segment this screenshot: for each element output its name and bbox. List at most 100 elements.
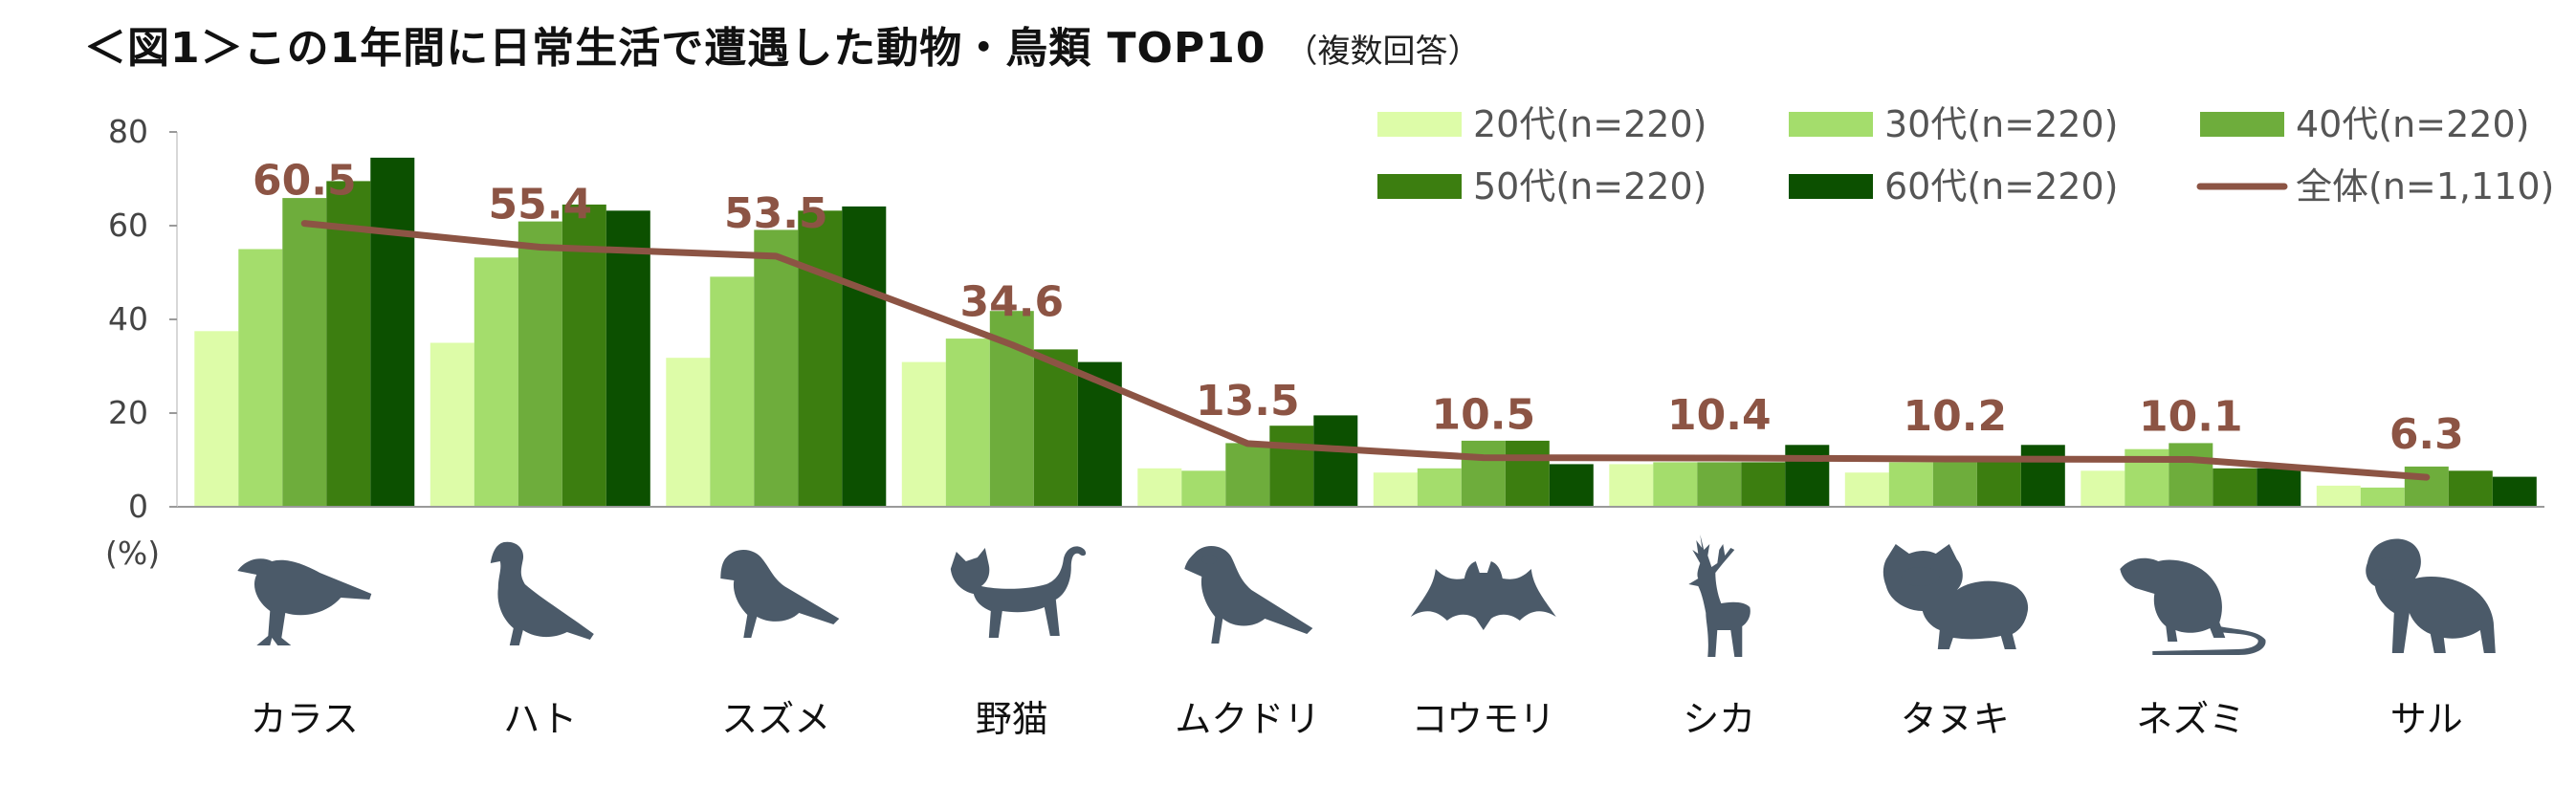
legend-label-4: 50代(n=220) (1473, 165, 1706, 207)
starling-icon (1184, 545, 1313, 644)
category-label-1: カラス (251, 698, 359, 740)
legend-swatch-2 (1789, 112, 1873, 137)
y-tick-label: 40 (108, 300, 148, 338)
legend-swatch-4 (1377, 174, 1462, 199)
bar-2-8 (1888, 462, 1933, 507)
bat-icon (1410, 561, 1556, 630)
crow-icon (237, 558, 372, 645)
bar-1-3 (666, 358, 711, 507)
bar-5-3 (842, 206, 887, 507)
bar-4-1 (326, 181, 371, 507)
chart-title-main: ＜図1＞この1年間に日常生活で遭遇した動物・鳥類 TOP10 (84, 24, 1266, 73)
data-label-total-4: 34.6 (960, 278, 1065, 327)
bar-5-1 (370, 157, 415, 507)
category-label-9: ネズミ (2136, 698, 2245, 740)
category-label-2: ハト (503, 698, 577, 740)
chart-title: ＜図1＞この1年間に日常生活で遭遇した動物・鳥類 TOP10 （複数回答） (84, 13, 1480, 90)
sparrow-icon (720, 549, 840, 638)
category-label-3: スズメ (721, 698, 830, 740)
bar-3-10 (2404, 466, 2449, 507)
chart-title-note: （複数回答） (1285, 33, 1481, 71)
legend-swatch-5 (1789, 174, 1873, 199)
legend-label-3: 40代(n=220) (2296, 103, 2529, 145)
data-label-total-6: 10.5 (1432, 391, 1536, 440)
monkey-icon (2366, 538, 2496, 653)
bar-1-8 (1844, 472, 1889, 507)
bar-4-7 (1741, 462, 1786, 507)
bar-1-6 (1373, 472, 1418, 507)
legend-label-5: 60代(n=220) (1884, 165, 2118, 207)
bar-5-2 (605, 210, 650, 508)
category-label-5: ムクドリ (1175, 698, 1320, 740)
bar-2-1 (238, 249, 283, 507)
bar-4-8 (1976, 462, 2021, 507)
bar-5-5 (1313, 415, 1358, 507)
data-label-total-2: 55.4 (489, 181, 593, 229)
category-label-8: タヌキ (1901, 698, 2010, 740)
total-line (300, 220, 2431, 481)
legend-swatch-1 (1377, 112, 1462, 137)
bar-3-6 (1461, 440, 1506, 507)
bar-1-1 (194, 331, 239, 508)
data-label-total-1: 60.5 (253, 157, 357, 206)
total-line-layer (300, 220, 2431, 481)
bar-3-8 (1932, 462, 1977, 507)
raccoon-dog-icon (1882, 544, 2029, 649)
bar-3-1 (282, 198, 327, 507)
bar-1-10 (2316, 485, 2361, 507)
bar-4-5 (1269, 426, 1314, 507)
data-labels-layer: 60.5 55.4 53.5 34.6 13.5 10.5 10.4 10.2 10.1 6.3 (253, 157, 2464, 460)
legend-swatch-3 (2200, 112, 2284, 137)
bar-1-2 (429, 342, 474, 507)
bar-1-7 (1609, 464, 1654, 507)
bar-2-4 (945, 338, 990, 507)
category-labels-layer: カラス ハト スズメ 野猫 ムクドリ コウモリ シカ タヌキ ネズミ サル (251, 698, 2463, 740)
bar-3-2 (517, 221, 562, 507)
data-label-total-5: 13.5 (1196, 377, 1300, 426)
legend: 20代(n=220) 30代(n=220) 40代(n=220) 50代(n=220)… (1377, 103, 2554, 207)
category-label-6: コウモリ (1412, 698, 1555, 740)
data-label-total-8: 10.2 (1904, 392, 2008, 441)
bar-2-6 (1417, 468, 1462, 507)
cat-icon (950, 546, 1087, 638)
animal-icons-layer (237, 535, 2496, 657)
bar-4-4 (1033, 349, 1078, 507)
bar-5-10 (2492, 476, 2537, 507)
y-tick-label: 0 (128, 488, 148, 525)
bar-3-5 (1225, 443, 1270, 507)
data-label-total-3: 53.5 (724, 189, 828, 238)
bar-4-3 (798, 210, 843, 508)
category-label-10: サル (2390, 698, 2463, 740)
bar-5-8 (2020, 445, 2065, 507)
bar-4-10 (2448, 470, 2493, 507)
bar-2-10 (2360, 487, 2405, 507)
bar-5-6 (1549, 464, 1594, 507)
y-tick-label: 20 (108, 394, 148, 431)
data-label-total-10: 6.3 (2389, 410, 2464, 459)
bar-1-9 (2081, 470, 2125, 507)
bar-2-2 (473, 257, 518, 507)
deer-icon (1688, 535, 1750, 657)
legend-label-2: 30代(n=220) (1884, 103, 2118, 145)
data-label-total-9: 10.1 (2139, 393, 2243, 442)
bar-3-9 (2169, 443, 2213, 507)
axes-layer: 0 20 40 60 80 (%) (105, 113, 2544, 572)
legend-label-6: 全体(n=1,110) (2296, 165, 2554, 207)
bar-1-5 (1137, 468, 1182, 507)
bar-3-3 (754, 229, 799, 507)
bar-4-9 (2213, 468, 2257, 507)
bar-1-4 (901, 361, 946, 507)
legend-label-1: 20代(n=220) (1473, 103, 1706, 145)
bar-4-6 (1505, 440, 1550, 507)
bar-4-2 (561, 204, 606, 507)
bar-5-7 (1785, 445, 1830, 507)
bar-2-7 (1653, 462, 1698, 507)
category-label-4: 野猫 (976, 698, 1048, 740)
rat-icon (2120, 557, 2266, 655)
pigeon-icon (490, 541, 594, 645)
category-label-7: シカ (1683, 698, 1755, 740)
y-tick-label: 60 (108, 207, 148, 244)
bar-5-9 (2257, 468, 2301, 507)
bar-2-3 (710, 276, 755, 507)
